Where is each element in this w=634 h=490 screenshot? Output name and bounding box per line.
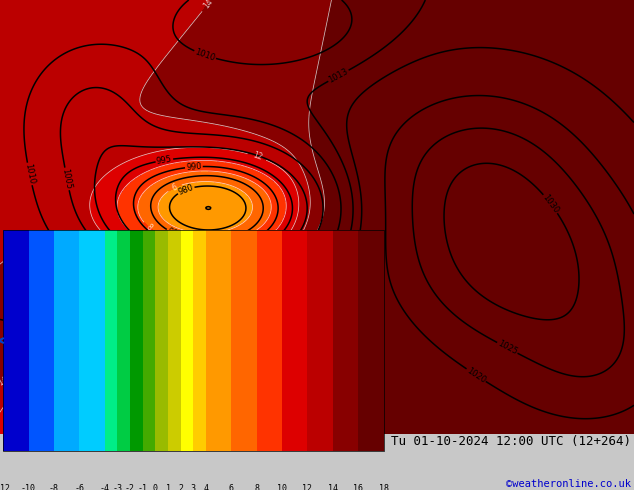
Text: 1020: 1020 <box>465 366 488 385</box>
Bar <box>3 230 29 451</box>
Text: 2: 2 <box>48 420 53 430</box>
Text: 1030: 1030 <box>541 193 560 215</box>
Bar <box>29 230 54 451</box>
Text: 12: 12 <box>86 398 98 412</box>
Bar <box>231 230 257 451</box>
Text: 16: 16 <box>353 484 363 490</box>
Text: 12: 12 <box>302 484 313 490</box>
Bar <box>155 230 168 451</box>
Text: 990: 990 <box>186 162 202 172</box>
Text: 6: 6 <box>27 409 36 419</box>
Bar <box>54 230 79 451</box>
Text: -10: -10 <box>21 484 36 490</box>
Text: 1005: 1005 <box>61 168 74 190</box>
Text: -6: -6 <box>74 484 84 490</box>
Text: 985: 985 <box>165 226 184 241</box>
Text: 16: 16 <box>184 366 197 379</box>
Text: 10: 10 <box>71 397 84 410</box>
Text: 4: 4 <box>204 484 209 490</box>
Text: 6: 6 <box>171 183 179 193</box>
Text: 12: 12 <box>251 151 263 162</box>
Bar <box>168 230 181 451</box>
Text: -2: -2 <box>125 484 135 490</box>
Bar <box>181 230 193 451</box>
Text: Theta-W 850hPa [hPa] GFS: Theta-W 850hPa [hPa] GFS <box>3 435 183 448</box>
Text: Tu 01-10-2024 12:00 UTC (12+264): Tu 01-10-2024 12:00 UTC (12+264) <box>391 435 631 448</box>
Bar <box>282 230 307 451</box>
Text: 10: 10 <box>178 246 188 257</box>
Text: 1013: 1013 <box>327 67 350 85</box>
Text: 2: 2 <box>178 484 183 490</box>
Text: -8: -8 <box>49 484 59 490</box>
Text: -3: -3 <box>112 484 122 490</box>
Bar <box>117 230 130 451</box>
Bar <box>307 230 333 451</box>
Text: 1: 1 <box>165 484 171 490</box>
Bar <box>257 230 282 451</box>
Bar <box>358 230 384 451</box>
Text: 1015: 1015 <box>256 369 278 381</box>
Text: 6: 6 <box>229 484 234 490</box>
Bar <box>79 230 105 451</box>
Text: 8: 8 <box>21 405 30 415</box>
Text: -12: -12 <box>0 484 11 490</box>
Text: 0: 0 <box>153 484 158 490</box>
Bar <box>333 230 358 451</box>
Text: 1010: 1010 <box>193 48 216 63</box>
Text: ©weatheronline.co.uk: ©weatheronline.co.uk <box>506 479 631 489</box>
Text: 10: 10 <box>277 484 287 490</box>
Text: 995: 995 <box>156 155 173 166</box>
Text: 14: 14 <box>0 375 10 387</box>
Bar <box>130 230 143 451</box>
Bar <box>143 230 155 451</box>
Text: 18: 18 <box>378 484 389 490</box>
Bar <box>206 230 231 451</box>
Text: 8: 8 <box>145 222 154 232</box>
Text: -4: -4 <box>100 484 110 490</box>
Text: 1000: 1000 <box>169 260 191 272</box>
Text: 1025: 1025 <box>496 339 519 357</box>
Text: 14: 14 <box>202 0 215 10</box>
Text: 8: 8 <box>254 484 259 490</box>
Text: 14: 14 <box>328 484 338 490</box>
Text: 3: 3 <box>191 484 196 490</box>
Text: -1: -1 <box>138 484 148 490</box>
Bar <box>105 230 117 451</box>
Text: 4: 4 <box>63 420 74 429</box>
Bar <box>193 230 206 451</box>
Text: 980: 980 <box>177 183 195 197</box>
Text: 1010: 1010 <box>23 163 36 185</box>
